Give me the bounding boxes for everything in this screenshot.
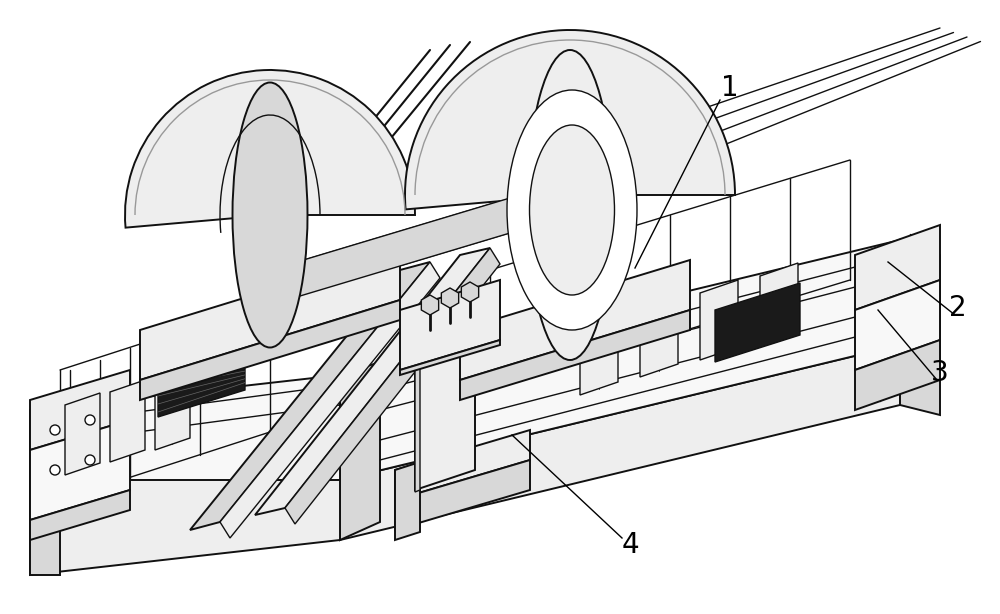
Polygon shape [30,375,340,515]
Polygon shape [460,310,690,400]
Polygon shape [400,340,500,375]
Circle shape [85,455,95,465]
Polygon shape [340,240,900,480]
Text: 2: 2 [949,294,967,322]
Polygon shape [30,480,340,575]
Wedge shape [405,30,735,209]
Polygon shape [30,400,60,575]
Circle shape [85,415,95,425]
Polygon shape [580,315,618,395]
Polygon shape [155,368,190,450]
Polygon shape [855,280,940,370]
Polygon shape [340,345,900,540]
Ellipse shape [232,82,308,348]
Text: 3: 3 [931,359,949,387]
Polygon shape [400,280,500,370]
Polygon shape [140,300,400,400]
Polygon shape [30,370,130,450]
Polygon shape [415,315,475,490]
Circle shape [50,465,60,475]
Polygon shape [30,490,130,540]
Polygon shape [760,263,798,343]
Ellipse shape [528,50,612,360]
Polygon shape [700,280,738,360]
Polygon shape [190,262,430,530]
Polygon shape [421,295,439,315]
Polygon shape [415,333,420,492]
Polygon shape [285,248,500,524]
Polygon shape [640,297,678,377]
Polygon shape [441,288,459,308]
Wedge shape [125,70,415,228]
Polygon shape [900,240,940,415]
Polygon shape [30,420,130,520]
Polygon shape [395,430,530,500]
Circle shape [50,425,60,435]
Polygon shape [395,460,530,530]
Polygon shape [220,262,440,538]
Text: 1: 1 [721,74,739,102]
Polygon shape [65,393,100,475]
Polygon shape [140,250,400,380]
Polygon shape [270,180,570,305]
Polygon shape [395,462,420,540]
Ellipse shape [530,125,614,295]
Polygon shape [110,380,145,462]
Polygon shape [158,338,245,417]
Polygon shape [715,283,800,362]
Text: 4: 4 [621,531,639,559]
Polygon shape [460,260,690,380]
Polygon shape [340,362,380,540]
Polygon shape [855,340,940,410]
Polygon shape [461,282,479,302]
Ellipse shape [507,90,637,330]
Polygon shape [855,225,940,310]
Polygon shape [255,248,490,515]
